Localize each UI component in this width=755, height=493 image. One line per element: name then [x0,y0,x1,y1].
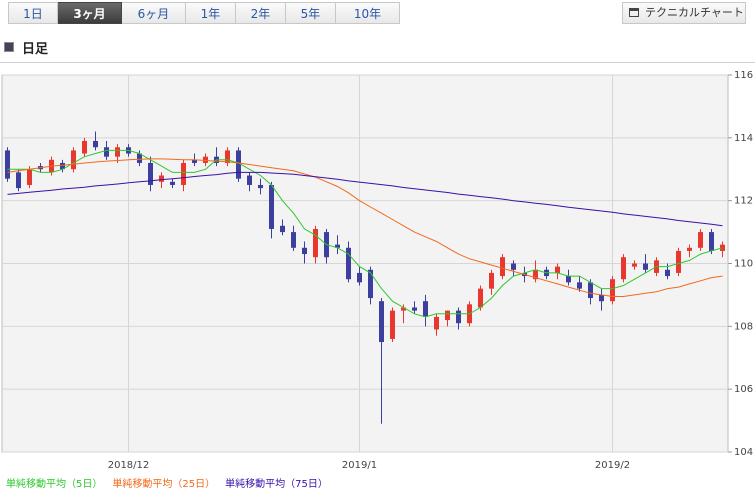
tab[interactable]: 3ヶ月 [58,2,122,24]
candle-body [412,307,417,311]
candle-body [115,147,120,157]
candle-body [577,282,582,289]
candle-body [280,225,285,233]
tab[interactable]: 1年 [186,2,236,24]
candle-body [236,150,241,179]
candle-body [478,288,483,308]
candle-body [60,162,65,170]
candle-body [379,301,384,343]
candle-body [632,263,637,267]
candle-body [335,244,340,248]
candle-body [269,184,274,229]
x-tick-label: 2019/1 [342,460,377,471]
candle-body [676,250,681,273]
candle-body [709,232,714,251]
candle-body [247,175,252,185]
candle-body [71,150,76,170]
candle-body [588,282,593,299]
candle-body [368,269,373,299]
moving-average-line [7,149,723,318]
x-tick-label: 2019/2 [595,460,630,471]
technical-chart-button[interactable]: テクニカルチャート [622,2,746,24]
y-tick-label: 112 [734,196,753,207]
candle-body [445,310,450,321]
legend-entry: 単純移動平均（25日） [112,477,215,490]
moving-average-line [7,158,723,297]
x-tick-label: 2018/12 [108,460,150,471]
candle-body [500,257,505,277]
candle-body [82,140,87,154]
candle-body [434,316,439,330]
candle-body [599,294,604,302]
candle-body [555,266,560,273]
candle-body [698,232,703,248]
candle-body [16,172,21,189]
candle-body [159,175,164,182]
section-title: 日足 [22,42,49,57]
tab[interactable]: 2年 [236,2,286,24]
candle-body [687,247,692,251]
y-tick-label: 110 [734,259,753,270]
candle-body [5,150,10,179]
candle-body [192,159,197,163]
icon [629,8,639,17]
y-tick-label: 114 [734,133,753,144]
tab[interactable]: 1日 [8,2,58,24]
candle-body [258,184,263,189]
candle-body [302,247,307,255]
y-tick-label: 106 [734,384,753,395]
candle-body [27,169,32,185]
candle-body [423,301,428,317]
y-tick-label: 108 [734,321,753,332]
candle-body [610,279,615,302]
candle-body [643,263,648,270]
icon [4,42,14,52]
candle-body [203,156,208,163]
y-tick-label: 104 [734,447,753,458]
candle-body [533,269,538,280]
candle-body [489,272,494,289]
candle-body [181,162,186,185]
candle-body [566,276,571,283]
y-tick-label: 116 [734,70,753,81]
legend-entry: 単純移動平均（5日） [6,477,102,490]
candle-body [170,181,175,185]
candle-body [401,307,406,311]
candle-body [104,147,109,157]
candle-body [346,247,351,280]
candle-body [720,244,725,251]
tab[interactable]: 5年 [286,2,336,24]
divider [0,62,755,63]
candle-body [511,263,516,270]
range-tabs: 1日 3ヶ月 6ヶ月 1年 2年 5年 10年 [8,2,400,24]
candle-body [225,150,230,163]
tab[interactable]: 6ヶ月 [122,2,186,24]
candle-body [148,162,153,185]
section-heading: 日足 [4,38,48,57]
candle-body [93,140,98,148]
candle-body [390,310,395,339]
candle-body [137,153,142,163]
candle-body [291,232,296,248]
candle-body [313,228,318,258]
candle-body [456,310,461,324]
candle-body [621,257,626,280]
legend-entry: 単純移動平均（75日） [225,477,328,490]
moving-average-line [7,171,723,227]
candle-body [665,269,670,277]
tab[interactable]: 10年 [336,2,400,24]
candle-body [357,272,362,283]
button-label: テクニカルチャート [645,6,744,19]
